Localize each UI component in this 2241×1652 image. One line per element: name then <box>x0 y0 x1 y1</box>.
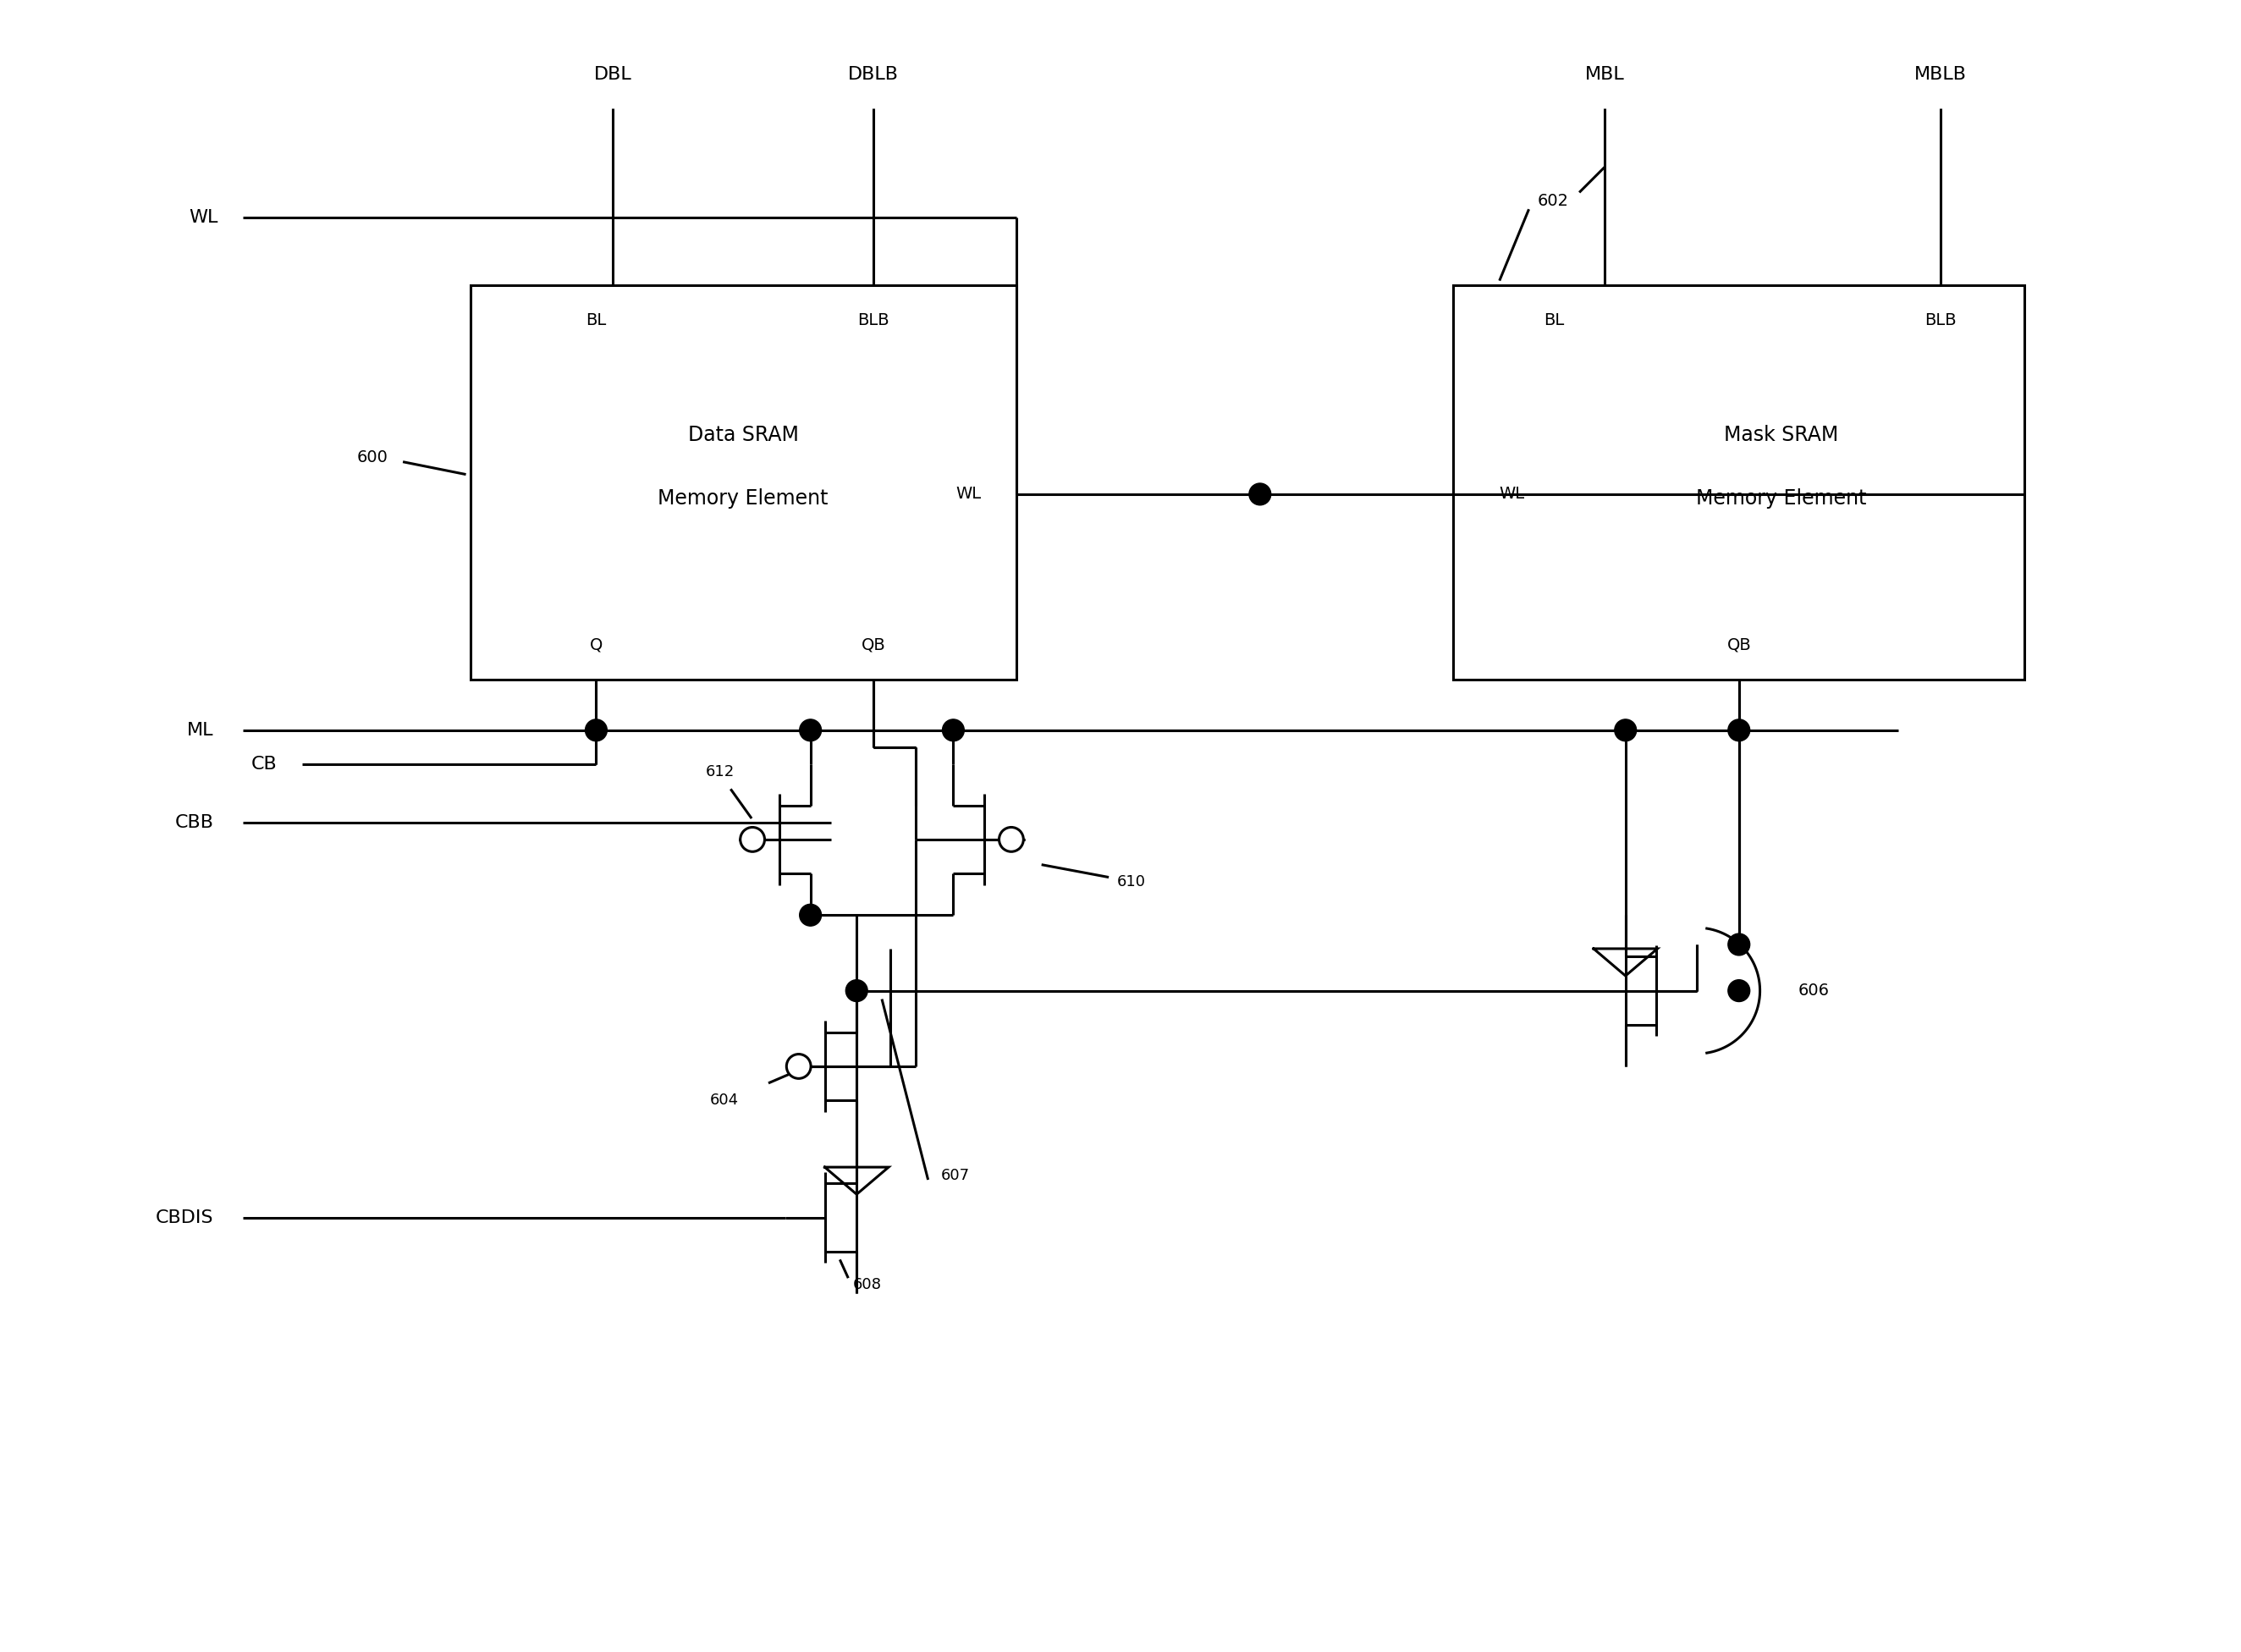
Text: DBLB: DBLB <box>847 66 899 83</box>
Bar <box>1452 284 2024 679</box>
Text: Memory Element: Memory Element <box>1696 487 1867 509</box>
Circle shape <box>999 828 1024 852</box>
Text: 608: 608 <box>852 1277 881 1292</box>
Circle shape <box>1728 933 1750 955</box>
Text: BL: BL <box>1544 312 1564 329</box>
Text: Q: Q <box>589 636 603 653</box>
Text: 600: 600 <box>356 449 388 466</box>
Text: CB: CB <box>251 755 278 771</box>
Circle shape <box>1614 719 1636 742</box>
Circle shape <box>740 828 764 852</box>
Text: 606: 606 <box>1797 983 1829 999</box>
Circle shape <box>845 980 867 1001</box>
Text: WL: WL <box>955 486 982 502</box>
Circle shape <box>1728 719 1750 742</box>
Text: BL: BL <box>585 312 607 329</box>
Text: Mask SRAM: Mask SRAM <box>1723 425 1838 444</box>
Text: 612: 612 <box>706 765 735 780</box>
Text: WL: WL <box>1499 486 1524 502</box>
Text: QB: QB <box>1728 636 1750 653</box>
Text: MBLB: MBLB <box>1914 66 1968 83</box>
Circle shape <box>787 1054 811 1079</box>
Circle shape <box>943 719 964 742</box>
Text: BLB: BLB <box>1925 312 1956 329</box>
Text: MBL: MBL <box>1584 66 1625 83</box>
Text: CBB: CBB <box>175 814 213 831</box>
Text: 604: 604 <box>710 1092 740 1107</box>
Circle shape <box>800 719 822 742</box>
Text: 610: 610 <box>1118 874 1145 889</box>
Circle shape <box>800 904 822 927</box>
Circle shape <box>1248 484 1271 506</box>
Text: DBL: DBL <box>594 66 632 83</box>
Text: ML: ML <box>188 722 213 738</box>
Text: BLB: BLB <box>858 312 890 329</box>
Text: 602: 602 <box>1537 193 1569 208</box>
Circle shape <box>1728 980 1750 1001</box>
Text: CBDIS: CBDIS <box>157 1209 213 1226</box>
Text: Data SRAM: Data SRAM <box>688 425 798 444</box>
Text: Memory Element: Memory Element <box>659 487 829 509</box>
Text: 607: 607 <box>941 1168 970 1183</box>
Bar <box>471 284 1017 679</box>
Circle shape <box>585 719 607 742</box>
Text: QB: QB <box>861 636 885 653</box>
Text: WL: WL <box>188 210 217 226</box>
